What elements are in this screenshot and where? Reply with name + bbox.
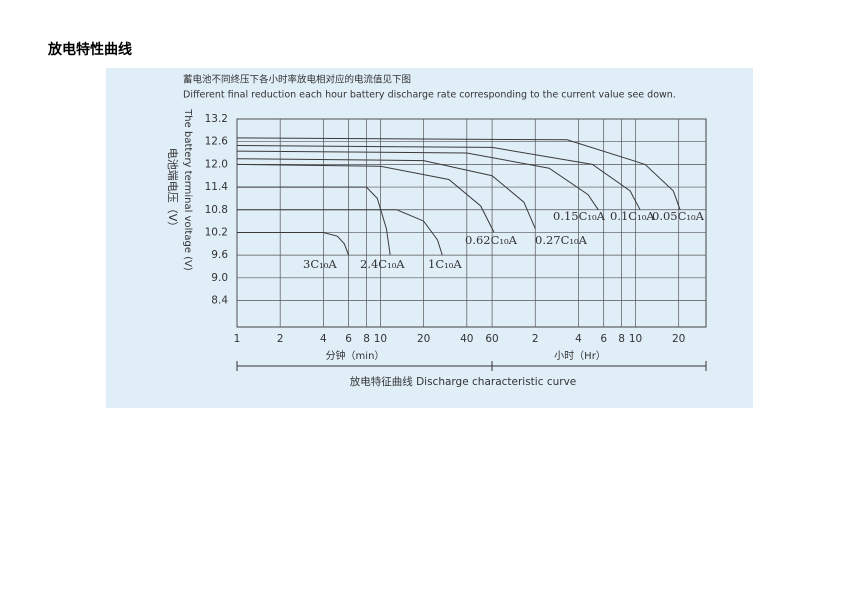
series-label: 3C₁₀A <box>303 257 337 271</box>
x-tick-label: 2 <box>277 333 284 345</box>
x-tick-label: 6 <box>345 333 352 345</box>
y-tick-label: 13.2 <box>205 113 228 125</box>
curve <box>236 145 641 211</box>
series-label: 0.62C₁₀A <box>465 233 518 247</box>
y-axis-label-en: The battery terminal voltage (V) <box>182 108 193 271</box>
y-axis-label: 电池端电压（V） <box>166 148 179 233</box>
series-label: 0.15C₁₀A <box>553 209 606 223</box>
x-tick-label: 8 <box>618 333 625 345</box>
series-label: 0.05C₁₀A <box>652 209 705 223</box>
chart-panel <box>106 68 753 408</box>
y-tick-label: 12.6 <box>205 136 229 148</box>
curve <box>236 163 495 233</box>
chart-title: 蓄电池不同终压下各小时率放电相对应的电流值见下图 <box>183 74 411 86</box>
series-label: 0.1C₁₀A <box>610 209 655 223</box>
x-tick-label: 8 <box>363 333 370 345</box>
y-tick-label: 11.4 <box>205 181 229 193</box>
heading: 放电特性曲线 <box>47 41 132 58</box>
x-tick-label: 60 <box>485 333 498 345</box>
y-tick-label: 10.8 <box>205 204 228 216</box>
x-tick-label: 20 <box>672 333 685 345</box>
x-tick-label: 10 <box>629 333 642 345</box>
curve <box>237 186 391 256</box>
x-tick-label: 4 <box>320 333 327 345</box>
series-label: 0.27C₁₀A <box>535 233 588 247</box>
x-tick-label: 4 <box>575 333 582 345</box>
series-label: 2.4C₁₀A <box>360 257 405 271</box>
x-tick-label: 1 <box>234 333 241 345</box>
series-label: 1C₁₀A <box>428 257 462 271</box>
curve <box>237 209 443 256</box>
curve <box>236 158 536 229</box>
chart-subtitle: Different final reduction each hour batt… <box>183 90 676 101</box>
x-tick-label: 6 <box>600 333 607 345</box>
x-tick-label: 20 <box>417 333 430 345</box>
x-tick-label: 10 <box>374 333 387 345</box>
y-tick-label: 10.2 <box>205 226 228 238</box>
x-tick-label: 2 <box>532 333 539 345</box>
y-tick-label: 9.6 <box>211 249 228 261</box>
curve <box>237 232 350 256</box>
curve <box>236 137 681 210</box>
y-tick-label: 8.4 <box>211 295 228 307</box>
caption: 放电特征曲线 Discharge characteristic curve <box>350 375 577 388</box>
curve <box>236 150 599 211</box>
x-tick-label: 40 <box>460 333 473 345</box>
y-tick-label: 9.0 <box>211 272 228 284</box>
x-axis-label-min: 分钟（min） <box>326 349 385 362</box>
x-axis-label-hr: 小时（Hr） <box>554 350 606 362</box>
y-tick-label: 12.0 <box>205 158 228 170</box>
